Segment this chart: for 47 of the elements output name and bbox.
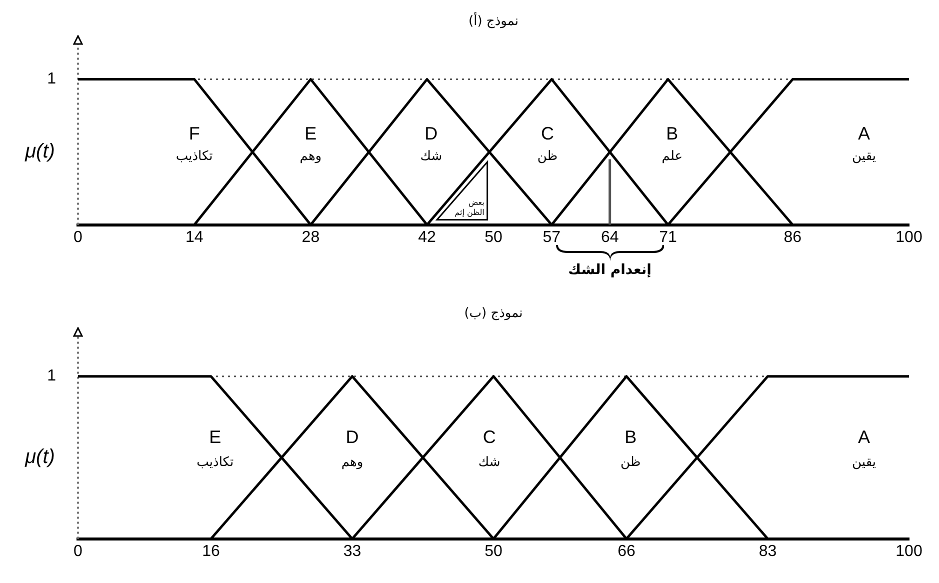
annotation: وهم <box>300 148 322 164</box>
x-tick-label: 71 <box>659 228 678 246</box>
annotation: بعض الظن إثم <box>454 198 484 218</box>
x-tick-label: 66 <box>618 542 636 560</box>
x-tick-label: 42 <box>418 228 436 246</box>
x-tick-label: 57 <box>542 228 561 246</box>
x-tick-label: 100 <box>896 542 922 560</box>
annotation: تكاذيب <box>196 454 234 470</box>
x-tick-label: 100 <box>896 228 922 246</box>
chart-title: نموذج (ب) <box>464 306 523 322</box>
series-label: C <box>482 427 496 448</box>
chart-title: نموذج (أ) <box>468 12 518 30</box>
annotation: ظن <box>537 148 558 164</box>
text: A <box>858 124 870 144</box>
y-axis-title: μ(t) <box>24 140 55 163</box>
annotation: يقين <box>852 148 876 164</box>
series-label: F <box>188 124 200 144</box>
series-label: D <box>424 124 438 144</box>
series-label: B <box>666 124 678 144</box>
x-tick-label: 83 <box>758 542 777 560</box>
annotation: تكاذيب <box>176 148 214 164</box>
x-tick-label: 28 <box>302 228 320 246</box>
annotation: شك <box>420 148 442 164</box>
x-tick-label: 33 <box>343 542 362 560</box>
text: A <box>858 427 870 448</box>
series-label: C <box>541 124 554 144</box>
x-tick-label: 50 <box>484 542 502 560</box>
y-axis-title: μ(t) <box>24 446 55 468</box>
x-tick-label: 0 <box>74 228 83 246</box>
series-label: B <box>624 427 637 448</box>
annotation: شك <box>478 454 500 470</box>
x-tick-label: 86 <box>784 228 802 246</box>
annotation: وهم <box>341 454 364 470</box>
x-tick-label: 14 <box>185 228 204 246</box>
series-label: E <box>304 124 317 144</box>
text: 1 <box>47 70 56 88</box>
x-tick-label: 50 <box>484 228 502 246</box>
series-label: E <box>209 427 222 448</box>
text: إنعدام الشك <box>567 262 652 278</box>
annotation: ظن <box>620 454 641 470</box>
text: 1 <box>47 368 56 385</box>
x-tick-label: 64 <box>600 228 619 246</box>
series-label: D <box>346 427 359 448</box>
annotation: علم <box>662 148 683 164</box>
annotation: يقين <box>852 454 876 470</box>
x-tick-label: 0 <box>74 542 83 560</box>
x-tick-label: 16 <box>202 542 220 560</box>
